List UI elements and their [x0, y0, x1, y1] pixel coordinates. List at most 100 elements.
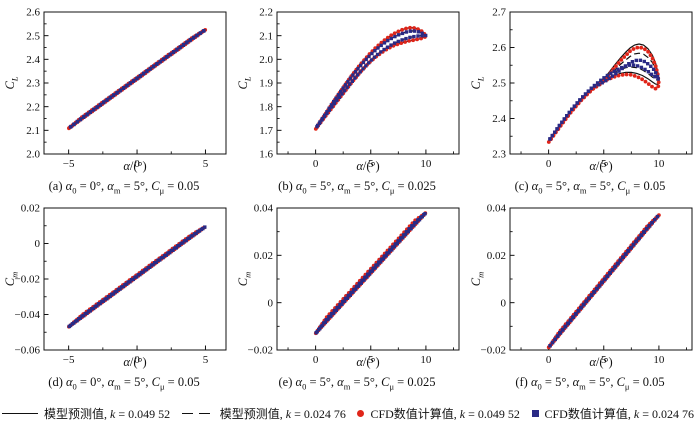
chart-e-caption: (e) α0 = 5°, αm = 5°, Cμ = 0.025 [278, 375, 436, 392]
series-cfd-squares [67, 225, 207, 329]
y-tick-label: 2.5 [26, 30, 40, 42]
x-tick-label: 5 [368, 354, 374, 366]
axis-ticks: 0 5 10 −0.02 0 0.02 0.04 [248, 203, 454, 366]
x-tick-label: 0 [313, 354, 319, 366]
y-tick-label: 2.0 [26, 149, 40, 161]
legend-label: 模型预测值, k = 0.024 76 [219, 407, 346, 421]
axis-ticks: −5 0 5 −0.06 −0.04 −0.02 0 0.02 [15, 203, 209, 366]
series-cfd-squares [314, 212, 427, 335]
series-cfd-circles [313, 25, 427, 131]
axis-ticks: 0 5 10 2.3 2.4 2.5 2.6 2.7 [492, 7, 687, 170]
legend-item-model-dashed: 模型预测值, k = 0.024 76 [181, 405, 346, 422]
figure: −5 0 5 2.0 2.1 2.2 2.3 2.4 2.5 2.6 CL α/(°) (a) α… [0, 4, 700, 422]
chart-d-caption: (d) α0 = 0°, αm = 5°, Cμ = 0.05 [48, 375, 200, 392]
legend-item-cfd-red: CFD数值计算值, k = 0.049 52 [357, 405, 520, 422]
chart-c-caption: (c) α0 = 5°, αm = 5°, Cμ = 0.05 [514, 179, 666, 196]
series-model-solid [315, 26, 427, 130]
chart-b-caption: (b) α0 = 5°, αm = 5°, Cμ = 0.025 [278, 179, 436, 196]
series-cfd-squares [548, 214, 660, 348]
y-tick-label: 2.4 [492, 113, 506, 125]
x-tick-label: 0 [546, 354, 552, 366]
axis-ticks: 0 5 10 1.6 1.7 1.8 1.9 2.0 2.1 2.2 [259, 7, 454, 170]
y-tick-label: −0.02 [481, 345, 506, 357]
y-tick-label: 2.6 [26, 7, 40, 19]
y-tick-label: 0.04 [254, 203, 274, 215]
y-tick-label: 2.4 [26, 54, 40, 66]
y-tick-label: 0.02 [254, 250, 273, 262]
x-tick-label: 0 [134, 354, 140, 366]
legend-label: CFD数值计算值, k = 0.024 76 [544, 407, 694, 421]
series-cfd-squares [68, 29, 206, 129]
plot-frame [276, 207, 460, 351]
y-axis-label: Cm [235, 271, 253, 287]
y-tick-label: −0.02 [248, 345, 273, 357]
x-tick-label: 0 [134, 158, 140, 170]
y-tick-label: 0.04 [487, 203, 507, 215]
chart-c: 0 5 10 2.3 2.4 2.5 2.6 2.7 CL α/(°) (c) α0 = 5°… [466, 4, 699, 200]
y-axis-label: CL [235, 76, 253, 90]
x-tick-label: 10 [653, 158, 665, 170]
x-axis-label: α/(°) [123, 355, 147, 369]
y-tick-label: 0.02 [487, 250, 506, 262]
x-tick-label: 5 [203, 354, 209, 366]
y-tick-label: 2.2 [26, 101, 40, 113]
y-axis-label: CL [468, 76, 486, 90]
chart-a-canvas: −5 0 5 2.0 2.1 2.2 2.3 2.4 2.5 2.6 [26, 7, 227, 170]
y-tick-label: −0.02 [15, 274, 40, 286]
y-tick-label: 0 [268, 297, 274, 309]
chart-e: 0 5 10 −0.02 0 0.02 0.04 Cm α/(°) (e) α0 = 5°,… [233, 200, 466, 396]
y-axis-label: CL [2, 76, 20, 90]
legend-item-model-solid: 模型预测值, k = 0.049 52 [2, 405, 170, 422]
y-tick-label: 2.3 [492, 149, 506, 161]
chart-c-canvas: 0 5 10 2.3 2.4 2.5 2.6 2.7 [492, 7, 693, 170]
series-model-solid [548, 43, 660, 143]
y-tick-label: 2.0 [259, 54, 273, 66]
axis-ticks: 0 5 10 −0.02 0 0.02 0.04 [481, 203, 687, 366]
chart-b-canvas: 0 5 10 1.6 1.7 1.8 1.9 2.0 2.1 2.2 [259, 7, 460, 170]
y-tick-label: −0.06 [15, 345, 41, 357]
chart-d: −5 0 5 −0.06 −0.04 −0.02 0 0.02 Cm α/(°) (d) α0… [0, 200, 233, 396]
y-tick-label: 0 [35, 238, 41, 250]
y-tick-label: 2.2 [259, 7, 273, 19]
chart-a-caption: (a) α0 = 0°, αm = 5°, Cμ = 0.05 [48, 179, 200, 196]
x-tick-label: 5 [368, 158, 374, 170]
y-tick-label: 1.7 [259, 125, 273, 137]
chart-b: 0 5 10 1.6 1.7 1.8 1.9 2.0 2.1 2.2 CL α/(°) (b) α… [233, 4, 466, 200]
y-axis-label: Cm [2, 271, 20, 287]
x-tick-label: 5 [203, 158, 209, 170]
chart-d-canvas: −5 0 5 −0.06 −0.04 −0.02 0 0.02 [15, 203, 227, 366]
x-tick-label: 0 [546, 158, 552, 170]
y-tick-label: 2.5 [492, 78, 506, 90]
x-tick-label: −5 [63, 158, 75, 170]
y-tick-label: −0.04 [15, 309, 41, 321]
x-axis-label: α/(°) [589, 159, 613, 173]
legend-label: 模型预测值, k = 0.049 52 [44, 407, 171, 421]
y-axis-label: Cm [468, 271, 486, 287]
plot-frame [276, 11, 460, 155]
legend-item-cfd-blue: CFD数值计算值, k = 0.024 76 [531, 405, 694, 422]
y-tick-label: 2.7 [492, 7, 506, 19]
x-tick-label: 5 [601, 158, 607, 170]
row-lift-coefficient: −5 0 5 2.0 2.1 2.2 2.3 2.4 2.5 2.6 CL α/(°) (a) α… [0, 4, 700, 200]
y-tick-label: 0.02 [21, 203, 40, 215]
x-tick-label: 5 [601, 354, 607, 366]
x-tick-label: 10 [420, 158, 432, 170]
y-tick-label: 1.9 [259, 78, 273, 90]
x-tick-label: −5 [63, 354, 75, 366]
x-axis-label: α/(°) [589, 355, 613, 369]
row-moment-coefficient: −5 0 5 −0.06 −0.04 −0.02 0 0.02 Cm α/(°) (d) α0… [0, 200, 700, 396]
y-tick-label: 2.1 [259, 30, 273, 42]
x-axis-label: α/(°) [356, 355, 380, 369]
blue-square-swatch [531, 410, 539, 417]
chart-a: −5 0 5 2.0 2.1 2.2 2.3 2.4 2.5 2.6 CL α/(°) (a) α… [0, 4, 233, 200]
axis-ticks: −5 0 5 2.0 2.1 2.2 2.3 2.4 2.5 2.6 [26, 7, 208, 170]
x-tick-label: 0 [313, 158, 319, 170]
y-tick-label: 2.6 [492, 42, 506, 54]
chart-e-canvas: 0 5 10 −0.02 0 0.02 0.04 [248, 203, 460, 366]
legend: 模型预测值, k = 0.049 52 模型预测值, k = 0.024 76 … [0, 396, 700, 422]
chart-f-canvas: 0 5 10 −0.02 0 0.02 0.04 [481, 203, 693, 366]
chart-f: 0 5 10 −0.02 0 0.02 0.04 Cm α/(°) (f) α0 = 5°,… [466, 200, 699, 396]
x-tick-label: 10 [653, 354, 665, 366]
series-model-dashed [315, 30, 428, 129]
y-tick-label: 1.6 [259, 149, 273, 161]
